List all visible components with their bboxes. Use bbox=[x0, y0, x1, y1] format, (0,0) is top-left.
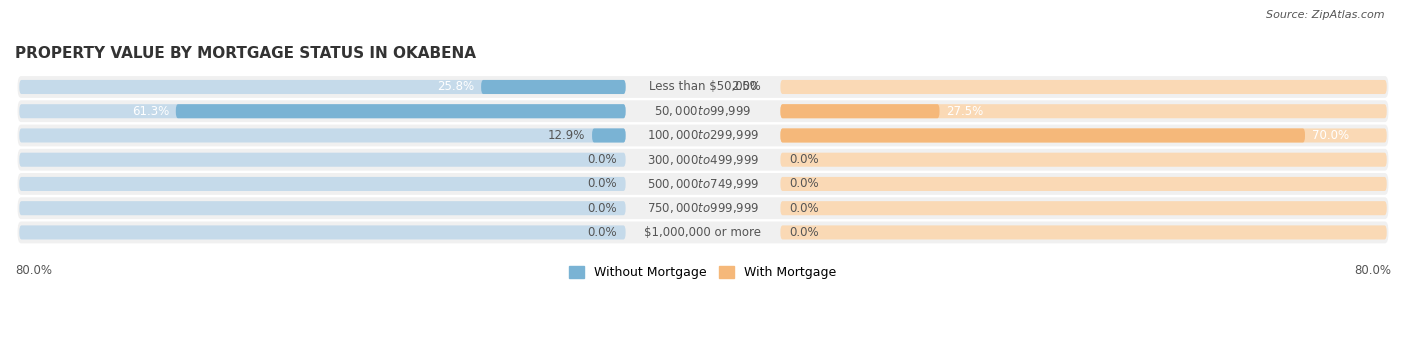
FancyBboxPatch shape bbox=[20, 129, 626, 143]
Legend: Without Mortgage, With Mortgage: Without Mortgage, With Mortgage bbox=[564, 261, 842, 284]
Text: Less than $50,000: Less than $50,000 bbox=[648, 80, 758, 93]
FancyBboxPatch shape bbox=[780, 104, 939, 118]
Text: 80.0%: 80.0% bbox=[1354, 264, 1391, 277]
Text: 2.5%: 2.5% bbox=[731, 80, 761, 93]
FancyBboxPatch shape bbox=[780, 129, 1386, 143]
Text: 61.3%: 61.3% bbox=[132, 105, 169, 118]
FancyBboxPatch shape bbox=[20, 104, 626, 118]
FancyBboxPatch shape bbox=[481, 80, 626, 94]
FancyBboxPatch shape bbox=[780, 177, 1386, 191]
Text: $750,000 to $999,999: $750,000 to $999,999 bbox=[647, 201, 759, 215]
Text: 0.0%: 0.0% bbox=[789, 202, 818, 215]
FancyBboxPatch shape bbox=[20, 153, 626, 167]
FancyBboxPatch shape bbox=[20, 80, 626, 94]
Text: 0.0%: 0.0% bbox=[588, 226, 617, 239]
Text: 70.0%: 70.0% bbox=[1312, 129, 1348, 142]
FancyBboxPatch shape bbox=[18, 173, 1388, 195]
FancyBboxPatch shape bbox=[780, 80, 1386, 94]
Text: 0.0%: 0.0% bbox=[588, 202, 617, 215]
FancyBboxPatch shape bbox=[20, 201, 626, 215]
Text: $300,000 to $499,999: $300,000 to $499,999 bbox=[647, 153, 759, 167]
FancyBboxPatch shape bbox=[780, 225, 1386, 239]
FancyBboxPatch shape bbox=[18, 149, 1388, 170]
Text: $500,000 to $749,999: $500,000 to $749,999 bbox=[647, 177, 759, 191]
FancyBboxPatch shape bbox=[20, 225, 626, 239]
FancyBboxPatch shape bbox=[18, 100, 1388, 122]
FancyBboxPatch shape bbox=[18, 124, 1388, 146]
Text: 0.0%: 0.0% bbox=[789, 153, 818, 166]
FancyBboxPatch shape bbox=[780, 201, 1386, 215]
Text: $1,000,000 or more: $1,000,000 or more bbox=[644, 226, 762, 239]
Text: PROPERTY VALUE BY MORTGAGE STATUS IN OKABENA: PROPERTY VALUE BY MORTGAGE STATUS IN OKA… bbox=[15, 46, 477, 61]
Text: 0.0%: 0.0% bbox=[789, 177, 818, 191]
Text: 0.0%: 0.0% bbox=[588, 153, 617, 166]
Text: 0.0%: 0.0% bbox=[789, 226, 818, 239]
FancyBboxPatch shape bbox=[176, 104, 626, 118]
Text: 25.8%: 25.8% bbox=[437, 80, 474, 93]
Text: 0.0%: 0.0% bbox=[588, 177, 617, 191]
FancyBboxPatch shape bbox=[780, 153, 1386, 167]
Text: 12.9%: 12.9% bbox=[548, 129, 585, 142]
Text: 27.5%: 27.5% bbox=[946, 105, 984, 118]
FancyBboxPatch shape bbox=[592, 129, 626, 143]
FancyBboxPatch shape bbox=[20, 177, 626, 191]
Text: $100,000 to $299,999: $100,000 to $299,999 bbox=[647, 129, 759, 143]
Text: $50,000 to $99,999: $50,000 to $99,999 bbox=[654, 104, 752, 118]
FancyBboxPatch shape bbox=[780, 104, 1386, 118]
Text: Source: ZipAtlas.com: Source: ZipAtlas.com bbox=[1267, 10, 1385, 20]
FancyBboxPatch shape bbox=[18, 222, 1388, 243]
FancyBboxPatch shape bbox=[18, 76, 1388, 98]
FancyBboxPatch shape bbox=[18, 197, 1388, 219]
Text: 80.0%: 80.0% bbox=[15, 264, 52, 277]
FancyBboxPatch shape bbox=[780, 129, 1305, 143]
